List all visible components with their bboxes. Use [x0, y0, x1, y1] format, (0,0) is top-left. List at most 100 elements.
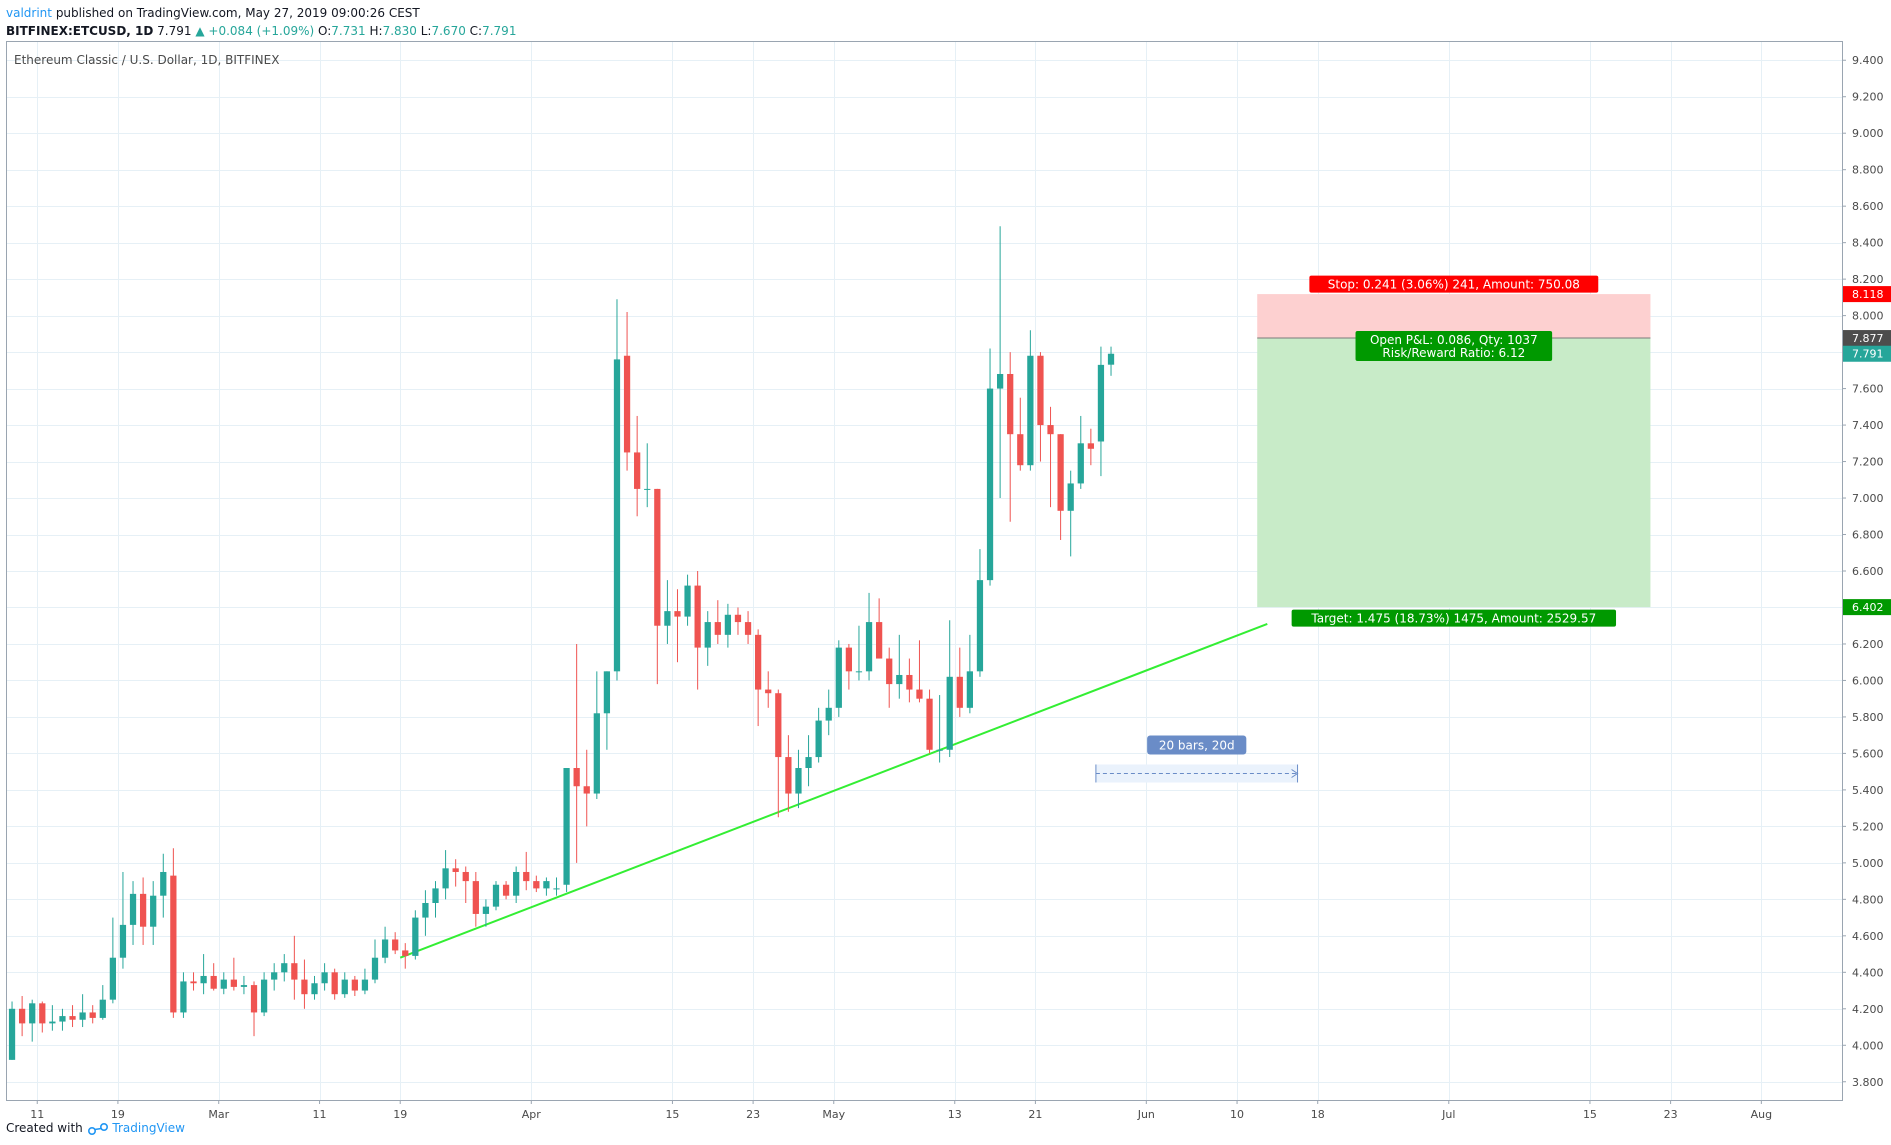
price-tag: 7.791: [1852, 348, 1884, 361]
price-tag-bg: [1843, 345, 1891, 362]
price-tag-bg: [1843, 330, 1891, 347]
y-tick-label: 9.000: [1852, 127, 1884, 140]
price-tag: 6.402: [1852, 601, 1884, 614]
candle: [291, 935, 298, 1000]
candle-body: [946, 676, 953, 750]
y-tick-label: 6.800: [1852, 529, 1884, 542]
candle-body: [39, 1003, 46, 1024]
tradingview-brand[interactable]: TradingView: [112, 1121, 185, 1135]
candle-body: [674, 611, 681, 617]
price-axis[interactable]: 3.800 4.000 4.200 4.400 4.600 4.800 5.000 5.200…: [1842, 54, 1891, 1089]
candle: [1007, 352, 1014, 522]
candle: [876, 598, 883, 659]
y-tick-label: 8.200: [1852, 273, 1884, 286]
candle-body: [644, 488, 651, 490]
candle: [543, 877, 550, 896]
publish-text: published on TradingView.com, May 27, 20…: [55, 6, 420, 20]
created-with-text: Created with: [6, 1121, 83, 1135]
candle-body: [876, 622, 883, 659]
author-link[interactable]: valdrint: [6, 6, 52, 20]
candle: [835, 640, 842, 717]
candle-body: [321, 972, 328, 984]
position-zones[interactable]: [1257, 294, 1651, 608]
candle-body: [956, 676, 963, 708]
candle-body: [392, 939, 399, 951]
time-axis[interactable]: 11 19 Mar 11 19 Apr 15 23 May 13 21 Jun 10 18 Jul 15 23 A…: [30, 1100, 1772, 1121]
candle: [59, 1008, 66, 1031]
candle: [734, 607, 742, 635]
candle: [1027, 330, 1034, 471]
candle: [412, 910, 419, 960]
candle: [644, 443, 651, 508]
candle: [704, 611, 711, 666]
candle-body: [896, 674, 903, 685]
candle-body: [59, 1016, 66, 1022]
candle: [18, 996, 26, 1037]
trend-line[interactable]: [399, 622, 1268, 959]
x-tick-label: 19: [111, 1108, 125, 1121]
candle: [321, 963, 328, 991]
candle-body: [684, 585, 691, 617]
candle: [392, 932, 399, 955]
candle: [139, 877, 147, 945]
candle-body: [160, 871, 167, 896]
y-tick-label: 6.000: [1852, 674, 1884, 687]
y-tick-label: 5.600: [1852, 747, 1884, 760]
candle-body: [301, 979, 308, 995]
support-trendline[interactable]: [399, 622, 1268, 959]
symbol-name: BITFINEX:ETCUSD, 1D: [6, 24, 154, 38]
candle-body: [513, 871, 520, 896]
candle: [886, 647, 893, 708]
price-tag-bg: [1843, 286, 1891, 303]
candle-body: [422, 902, 429, 918]
candle: [200, 954, 207, 995]
candle-body: [69, 1016, 76, 1020]
candle: [714, 600, 721, 644]
candle: [694, 571, 701, 690]
y-tick-label: 4.200: [1852, 1003, 1884, 1016]
y-tick-label: 5.800: [1852, 711, 1884, 724]
close-label: C:: [469, 24, 483, 38]
candle-body: [190, 981, 197, 984]
candle-body: [533, 881, 540, 889]
candle-body: [1017, 434, 1024, 466]
x-tick-label: 21: [1028, 1108, 1042, 1121]
candle: [99, 985, 106, 1020]
y-tick-label: 9.400: [1852, 54, 1884, 67]
candle-body: [230, 979, 237, 987]
candle-body: [926, 698, 933, 750]
candle-body: [351, 979, 358, 991]
candle-body: [341, 979, 348, 995]
candle-body: [1057, 434, 1064, 511]
candle-body: [775, 693, 782, 758]
candle: [1047, 406, 1054, 508]
chart-title: Ethereum Classic / U.S. Dollar, 1D, BITF…: [14, 53, 279, 67]
candle: [926, 689, 933, 754]
candle: [775, 689, 782, 818]
target-zone[interactable]: [1257, 338, 1651, 608]
candle-body: [865, 622, 873, 672]
candle: [220, 972, 227, 995]
candle-body: [452, 868, 459, 872]
candles: [8, 226, 1115, 1060]
low-label: L:: [420, 24, 432, 38]
candle: [674, 589, 681, 663]
candle: [210, 963, 217, 991]
price-tag-bg: [1843, 599, 1891, 616]
candle: [855, 625, 863, 681]
stop-zone[interactable]: [1257, 294, 1651, 339]
candle-body: [482, 906, 490, 914]
y-tick-label: 5.000: [1852, 857, 1884, 870]
candle-body: [1067, 483, 1074, 511]
candle-body: [623, 355, 631, 453]
candle-body: [835, 647, 842, 708]
candle: [815, 707, 822, 763]
candle: [1017, 397, 1024, 471]
candle: [371, 939, 379, 984]
price-tag: 8.118: [1852, 288, 1884, 301]
candle-body: [583, 786, 590, 794]
open-value: 7.731: [331, 24, 366, 38]
tradingview-logo-icon: [87, 1122, 108, 1135]
candle-body: [260, 979, 268, 1013]
